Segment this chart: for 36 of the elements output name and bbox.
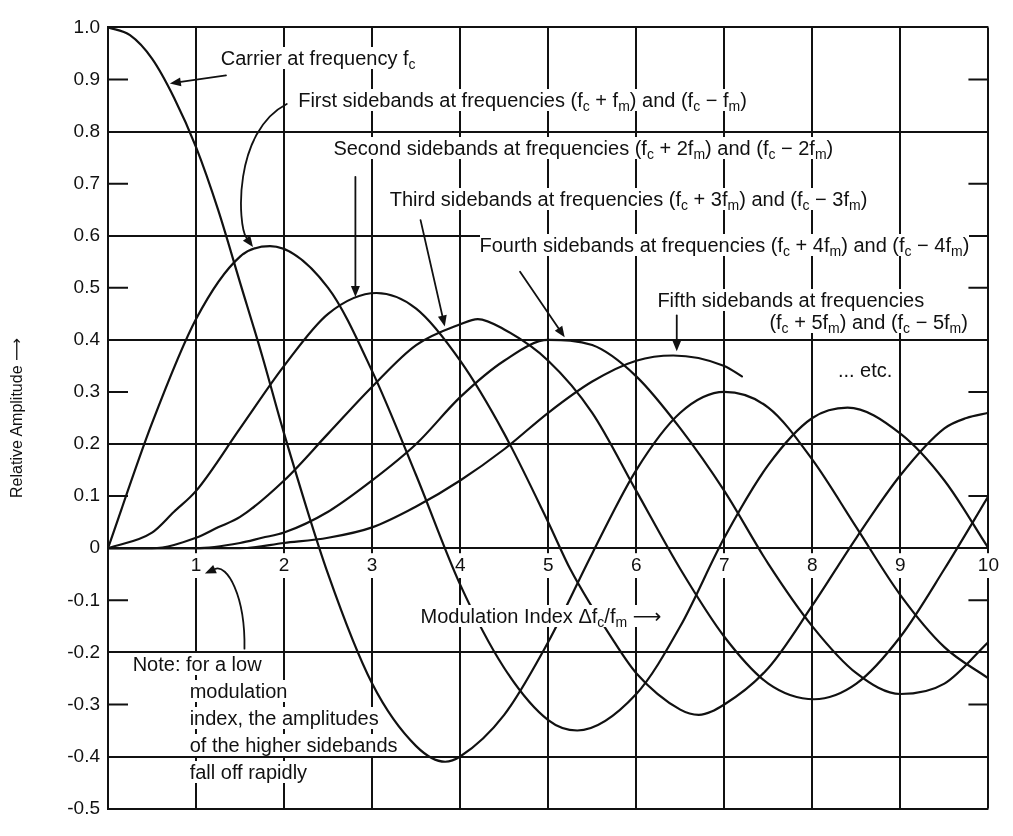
text: Fifth sidebands at frequencies (f$_{c}$ + 5f$_{m}$) and (f$_{c}$ − 5f$_{m}$) (657, 288, 968, 337)
text: Carrier at frequency f$_{c}$ (220, 46, 416, 72)
x-tick-label: 9 (895, 553, 906, 575)
y-axis-title: Relative Amplitude ⟶ (8, 337, 26, 498)
y-tick-label: -0.1 (67, 588, 100, 610)
x-tick-label: 4 (454, 553, 466, 575)
y-tick-label: 0.5 (73, 276, 100, 298)
y-tick-label: 0.1 (73, 484, 100, 506)
y-tick-label: 0 (89, 536, 100, 558)
y-tick-label: 0.3 (73, 380, 100, 402)
annotation: ... etc. (837, 359, 893, 382)
text: Fourth sidebands at frequencies (f$_{c}$ + 4f$_{m}$) and (f$_{c}$ − 4f$_{m}$) (479, 234, 970, 260)
y-tick-label: 0.4 (73, 328, 101, 350)
x-tick-label: 7 (719, 553, 730, 575)
x-tick-label: 2 (278, 553, 290, 575)
x-tick-label: 8 (807, 553, 818, 575)
y-tick-label: 0.2 (73, 432, 100, 454)
y-tick-label: 0.6 (73, 223, 100, 245)
x-tick-label: 1 (190, 553, 202, 575)
text: Third sidebands at frequencies (f$_{c}$ + 3f$_{m}$) and (f$_{c}$ − 3f$_{m}$) (389, 188, 868, 214)
x-tick-label: 5 (542, 553, 554, 575)
y-tick-label: -0.4 (67, 744, 101, 766)
y-tick-label: 0.9 (73, 67, 100, 89)
y-tick-label: -0.3 (67, 692, 100, 714)
y-tick-label: 0.7 (73, 171, 100, 193)
y-tick-label: 1.0 (73, 15, 100, 37)
text: First sidebands at frequencies (f$_{c}$ + f$_{m}$) and (f$_{c}$ − f$_{m}$) (298, 88, 747, 115)
y-tick-label: -0.2 (67, 640, 100, 662)
x-tick-label: 3 (366, 553, 378, 575)
text: Second sidebands at frequencies (f$_{c}$ + 2f$_{m}$) and (f$_{c}$ − 2f$_{m}$) (333, 137, 834, 163)
y-tick-label: -0.5 (67, 796, 100, 818)
x-axis-title: Modulation Index Δf$_{c}$/f$_{m}$ ⟶ (420, 605, 662, 631)
annotation: Note: for a low modulation index, the amplitudes of the higher sidebands fall off rapidly (132, 653, 398, 784)
x-tick-label: 10 (977, 553, 999, 575)
x-tick-label: 6 (630, 553, 642, 575)
y-tick-label: 0.8 (73, 119, 100, 141)
